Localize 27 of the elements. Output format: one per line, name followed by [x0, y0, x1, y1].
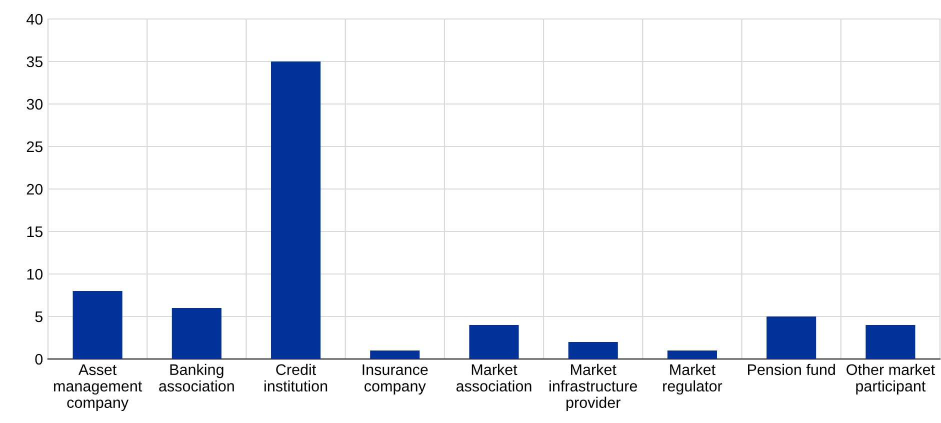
- y-tick-label: 0: [35, 354, 43, 365]
- bar: [271, 62, 321, 359]
- y-tick-label: 10: [27, 268, 43, 280]
- bar: [370, 350, 420, 359]
- x-tick-label: Market association: [456, 364, 532, 392]
- y-tick-label: 15: [27, 226, 42, 238]
- y-tick-label: 25: [26, 141, 42, 152]
- bar: [72, 291, 122, 359]
- x-tick-label: Insurance company: [362, 364, 428, 395]
- bar: [568, 342, 618, 359]
- y-tick-label: 35: [26, 56, 42, 68]
- x-tick-label: Pension fund: [748, 364, 835, 376]
- y-tick-label: 5: [35, 312, 42, 322]
- x-tick-label: Banking association: [159, 364, 234, 392]
- bar: [469, 325, 519, 359]
- y-tick-label: 20: [26, 184, 43, 195]
- x-tick-label: Market regulator: [663, 364, 722, 395]
- bar: [667, 350, 717, 359]
- x-tick-label: Asset management company: [54, 364, 142, 412]
- bar: [866, 325, 916, 359]
- bar: [172, 308, 222, 359]
- x-tick-label: Other market participant: [846, 364, 935, 395]
- x-tick-label: Credit institution: [264, 364, 328, 392]
- x-tick-label: Market infrastructure provider: [550, 364, 638, 412]
- y-tick-label: 30: [26, 98, 43, 110]
- bar: [766, 316, 816, 359]
- y-tick-label: 40: [26, 14, 43, 25]
